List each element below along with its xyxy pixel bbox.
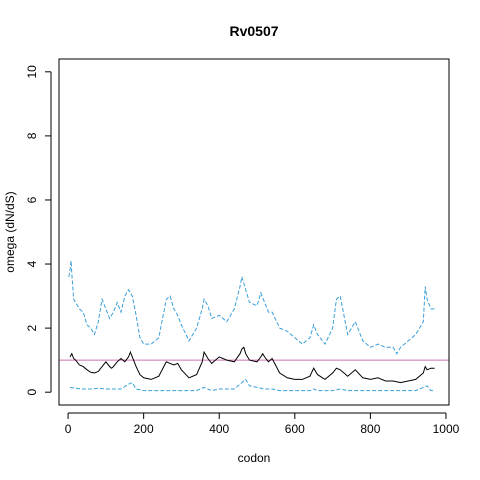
y-tick-label-6: 6 (25, 196, 39, 203)
x-tick-label-600: 600 (285, 422, 305, 436)
plot-area (59, 260, 449, 392)
x-tick-label-200: 200 (134, 422, 154, 436)
y-tick-label-0: 0 (25, 389, 39, 396)
x-axis: 0 200 400 600 800 1000 (65, 412, 460, 436)
y-tick-label-4: 4 (25, 260, 39, 267)
y-axis-label: omega (dN/dS) (3, 191, 17, 272)
series-line-2 (68, 260, 435, 355)
chart-title: Rv0507 (229, 23, 278, 39)
x-tick-label-800: 800 (360, 422, 380, 436)
x-axis-label: codon (238, 451, 271, 465)
y-axis: 0 2 4 6 8 10 (25, 65, 52, 396)
y-tick-label-8: 8 (25, 132, 39, 139)
series-line-3 (69, 378, 435, 392)
x-tick-label-1000: 1000 (433, 422, 460, 436)
plot-frame (58, 58, 450, 406)
y-tick-label-10: 10 (25, 65, 39, 79)
series-line-1 (69, 346, 435, 384)
y-tick-label-2: 2 (25, 324, 39, 331)
x-tick-label-0: 0 (65, 422, 72, 436)
x-tick-label-400: 400 (209, 422, 229, 436)
